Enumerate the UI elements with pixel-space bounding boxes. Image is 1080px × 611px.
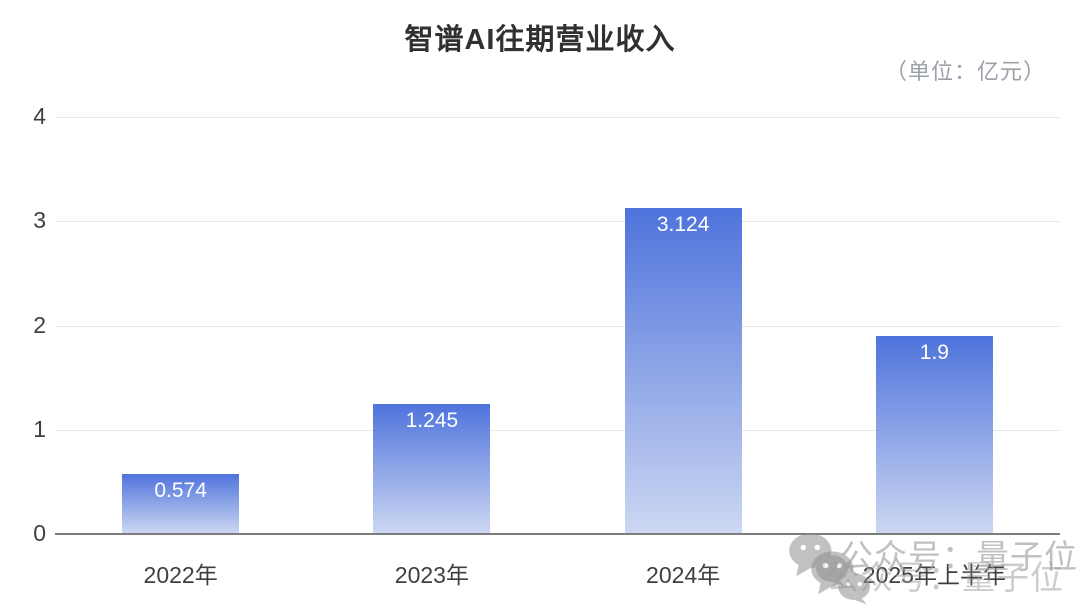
bar-value-label: 1.245 bbox=[405, 409, 459, 433]
gridline bbox=[55, 429, 1060, 431]
bar-value-label: 0.574 bbox=[154, 479, 207, 503]
bar-2023年: 1.245 bbox=[373, 404, 491, 533]
gridline bbox=[55, 117, 1060, 118]
gridline bbox=[55, 221, 1060, 223]
y-axis-tick-label: 1 bbox=[33, 415, 46, 442]
x-axis-tick-label: 2024年 bbox=[646, 562, 721, 588]
chart-title: 智谱AI往期营业收入 bbox=[404, 24, 676, 56]
x-axis-line bbox=[55, 533, 1060, 535]
bar-2025年上半年: 1.9 bbox=[875, 335, 993, 533]
x-axis-tick-label: 2023年 bbox=[394, 562, 469, 588]
y-axis-tick-label: 4 bbox=[33, 103, 46, 129]
bar-value-label: 3.124 bbox=[656, 213, 710, 237]
bar-2022年: 0.574 bbox=[122, 474, 240, 533]
y-axis-tick-label: 2 bbox=[33, 311, 46, 338]
y-axis-tick-label: 0 bbox=[33, 520, 46, 546]
unit-label: （单位：亿元） bbox=[884, 59, 1046, 84]
bar-2024年: 3.124 bbox=[624, 208, 742, 533]
gridline bbox=[55, 325, 1060, 327]
x-axis-tick-label: 2022年 bbox=[143, 562, 218, 588]
bar-value-label: 1.9 bbox=[919, 340, 949, 364]
y-axis-tick-label: 3 bbox=[33, 207, 46, 234]
x-axis-tick-label: 2025年上半年 bbox=[862, 562, 1006, 588]
